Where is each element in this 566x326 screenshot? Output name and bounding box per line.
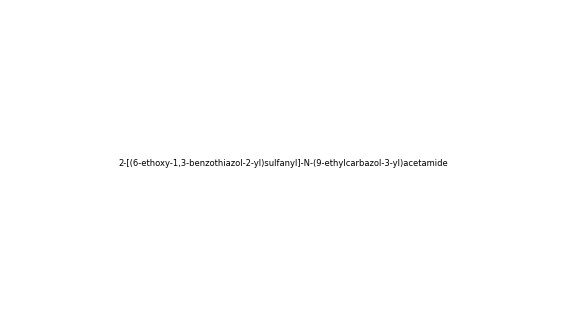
Text: 2-[(6-ethoxy-1,3-benzothiazol-2-yl)sulfanyl]-N-(9-ethylcarbazol-3-yl)acetamide: 2-[(6-ethoxy-1,3-benzothiazol-2-yl)sulfa… bbox=[118, 158, 448, 168]
